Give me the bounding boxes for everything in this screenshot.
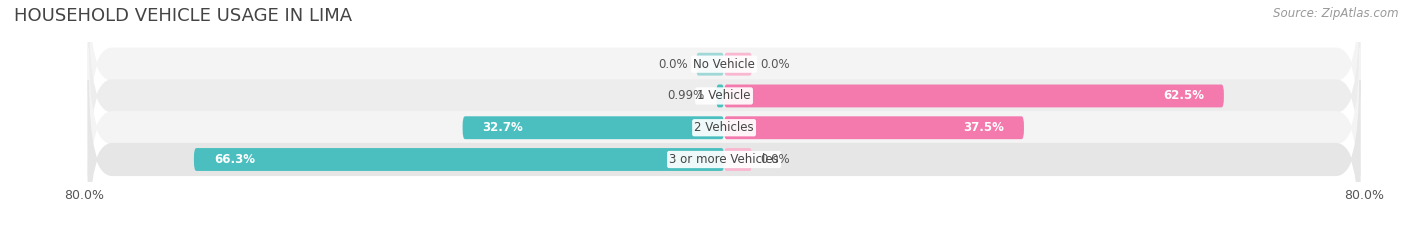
Text: 32.7%: 32.7% bbox=[482, 121, 523, 134]
Text: 37.5%: 37.5% bbox=[963, 121, 1004, 134]
FancyBboxPatch shape bbox=[724, 116, 1024, 139]
FancyBboxPatch shape bbox=[696, 53, 724, 76]
Text: 62.5%: 62.5% bbox=[1163, 89, 1204, 103]
Text: 3 or more Vehicles: 3 or more Vehicles bbox=[669, 153, 779, 166]
FancyBboxPatch shape bbox=[89, 80, 1360, 233]
FancyBboxPatch shape bbox=[716, 85, 724, 107]
Text: Source: ZipAtlas.com: Source: ZipAtlas.com bbox=[1274, 7, 1399, 20]
FancyBboxPatch shape bbox=[724, 148, 752, 171]
Text: 2 Vehicles: 2 Vehicles bbox=[695, 121, 754, 134]
FancyBboxPatch shape bbox=[724, 53, 752, 76]
FancyBboxPatch shape bbox=[89, 48, 1360, 207]
Text: 0.99%: 0.99% bbox=[666, 89, 704, 103]
Text: HOUSEHOLD VEHICLE USAGE IN LIMA: HOUSEHOLD VEHICLE USAGE IN LIMA bbox=[14, 7, 352, 25]
Text: 0.0%: 0.0% bbox=[658, 58, 688, 71]
Text: 0.0%: 0.0% bbox=[761, 153, 790, 166]
FancyBboxPatch shape bbox=[194, 148, 724, 171]
FancyBboxPatch shape bbox=[89, 17, 1360, 175]
Text: 1 Vehicle: 1 Vehicle bbox=[697, 89, 751, 103]
Text: No Vehicle: No Vehicle bbox=[693, 58, 755, 71]
FancyBboxPatch shape bbox=[463, 116, 724, 139]
Text: 66.3%: 66.3% bbox=[214, 153, 254, 166]
FancyBboxPatch shape bbox=[724, 85, 1223, 107]
FancyBboxPatch shape bbox=[89, 0, 1360, 144]
Text: 0.0%: 0.0% bbox=[761, 58, 790, 71]
